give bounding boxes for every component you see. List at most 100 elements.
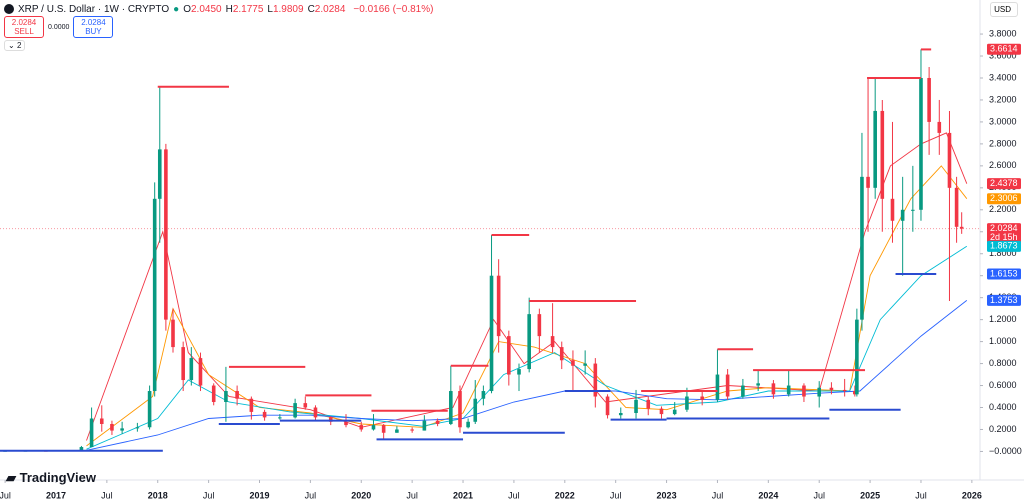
x-tick-label: 2024 xyxy=(758,490,778,500)
candle-body xyxy=(79,447,84,451)
buy-label: BUY xyxy=(85,27,102,36)
ohlc-value: 2.0284 xyxy=(314,3,346,15)
candle-body xyxy=(110,423,114,431)
y-tick-label: 0.4000 xyxy=(989,402,1017,412)
candle-body xyxy=(583,363,587,366)
symbol: XRP / U.S. Dollar · 1W · CRYPTO xyxy=(18,3,170,15)
x-tick-label: Jul xyxy=(203,490,215,500)
x-tick-label: Jul xyxy=(610,490,622,500)
candle-body xyxy=(481,391,486,399)
candle-body xyxy=(618,412,623,416)
candle-body xyxy=(919,77,923,210)
y-tick-label: 1.2000 xyxy=(989,314,1017,324)
candle-body xyxy=(771,383,776,395)
moving-average xyxy=(86,245,968,450)
price-tag-label: 1.3753 xyxy=(990,295,1018,305)
x-tick-label: Jul xyxy=(712,490,724,500)
candle-body xyxy=(181,347,185,381)
candle-body xyxy=(817,387,822,397)
y-tick-label: −0.0000 xyxy=(989,446,1022,456)
candle-body xyxy=(855,319,859,395)
y-tick-label: 2.6000 xyxy=(989,160,1017,170)
moving-average xyxy=(86,300,968,451)
price-tag-label: 3.6614 xyxy=(990,44,1018,54)
candle-body xyxy=(410,429,414,431)
ohlc-value: 2.1775 xyxy=(232,3,264,15)
x-tick-label: 2018 xyxy=(148,490,168,500)
candle-body xyxy=(99,418,104,424)
symbol-row: XRP / U.S. Dollar · 1W · CRYPTO ● O2.045… xyxy=(4,2,433,16)
candle-body xyxy=(449,391,453,424)
indicator-row: ⌄ 2 xyxy=(4,38,433,52)
candle-body xyxy=(147,391,152,428)
x-tick-label: Jul xyxy=(406,490,418,500)
sell-price: 2.0284 xyxy=(11,18,37,27)
candle-body xyxy=(395,429,399,433)
price-tag xyxy=(987,223,1021,244)
candle-body xyxy=(152,198,157,392)
candle-body xyxy=(359,425,364,430)
y-tick-label: 0.6000 xyxy=(989,380,1017,390)
candle-body xyxy=(537,314,542,337)
moving-average xyxy=(86,132,968,441)
candle-body xyxy=(559,347,564,361)
price-tag xyxy=(987,294,1021,306)
ohlc-key: C xyxy=(307,3,315,15)
y-tick-label: 3.2000 xyxy=(989,94,1017,104)
symbol-icon xyxy=(4,4,14,14)
y-tick-label: 1.0000 xyxy=(989,336,1017,346)
currency-button[interactable]: USD xyxy=(990,2,1018,17)
countdown-label: 2d 15h xyxy=(990,232,1018,242)
candle-body xyxy=(313,407,318,418)
candle-body xyxy=(328,417,333,422)
price-tag-label: 2.3006 xyxy=(990,193,1018,203)
candle-body xyxy=(135,427,140,429)
candle-body xyxy=(157,149,162,199)
x-tick-label: 2020 xyxy=(351,490,371,500)
sell-label: SELL xyxy=(14,27,34,36)
candle-body xyxy=(786,385,791,395)
trade-row: 2.0284 SELL 0.0000 2.0284 BUY xyxy=(4,16,433,38)
x-tick-label: Jul xyxy=(508,490,520,500)
brand-icon: ▰ xyxy=(6,470,20,485)
price-tag xyxy=(987,268,1021,280)
candle-body xyxy=(890,198,895,221)
candle-body xyxy=(937,121,942,133)
candle-body xyxy=(224,391,228,403)
status-dot: ● xyxy=(173,3,180,15)
candle-body xyxy=(517,369,521,375)
candle-body xyxy=(685,396,689,410)
x-tick-label: Jul xyxy=(813,490,825,500)
ohlc-key: H xyxy=(225,3,233,15)
candle-body xyxy=(593,363,598,397)
candle-body xyxy=(507,336,511,375)
candle-body xyxy=(198,358,203,386)
candle-body xyxy=(873,110,877,188)
candle-body xyxy=(659,408,664,415)
candle-body xyxy=(605,396,610,416)
candle-body xyxy=(853,391,857,395)
candle-body xyxy=(211,385,216,403)
y-tick-label: 2.2000 xyxy=(989,204,1017,214)
buy-button[interactable]: 2.0284 BUY xyxy=(73,16,114,38)
ohlc: O2.0450 H2.1775 L1.9809 C2.0284 xyxy=(183,4,349,15)
spread: 0.0000 xyxy=(48,23,70,31)
x-tick-label: 2019 xyxy=(249,490,269,500)
y-tick-label: 3.0000 xyxy=(989,116,1017,126)
candle-body xyxy=(344,421,348,426)
sell-button[interactable]: 2.0284 SELL xyxy=(4,16,44,38)
price-tag xyxy=(987,193,1021,205)
moving-average xyxy=(86,165,968,447)
candle-body xyxy=(249,398,254,412)
price-tag xyxy=(987,43,1021,55)
y-tick-label: 1.8000 xyxy=(989,248,1017,258)
x-tick-label: 2022 xyxy=(555,490,575,500)
candle-body xyxy=(527,314,531,370)
price-tag-label: 2.0284 xyxy=(990,223,1018,233)
candle-body xyxy=(371,425,376,430)
y-tick-label: 0.8000 xyxy=(989,358,1017,368)
indicator-toggle[interactable]: ⌄ 2 xyxy=(4,39,26,51)
ohlc-key: O xyxy=(183,3,191,15)
